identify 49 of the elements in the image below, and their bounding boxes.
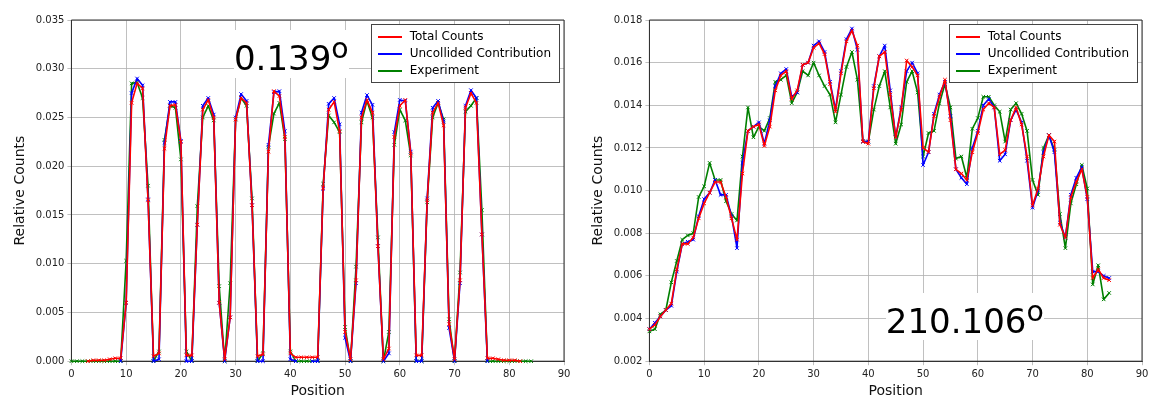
x-tick-label: 30 [807,367,820,379]
y-tick-label: 0.006 [613,269,643,281]
x-tick-label: 20 [752,367,766,379]
x-tick-label: 80 [1080,367,1094,379]
annotation: 0.139$^{o}$ [233,30,349,79]
y-tick-label: 0.030 [35,62,65,74]
x-tick-label: 70 [448,367,461,379]
x-tick-label: 70 [1026,367,1039,379]
legend-label: Uncollided Contribution [409,45,551,62]
y-tick-label: 0.010 [35,257,65,269]
y-tick-label: 0.004 [613,312,643,324]
x-tick-label: 30 [229,367,242,379]
x-tick-label: 60 [393,367,407,379]
x-tick-label: 0 [68,367,75,379]
legend-label: Uncollided Contribution [987,45,1129,62]
y-tick-label: 0.012 [613,141,643,153]
y-axis-title: Relative Counts [589,135,606,246]
legend-label: Total Counts [409,28,484,45]
y-tick-label: 0.000 [35,354,65,366]
x-tick-label: 50 [338,367,352,379]
y-tick-label: 0.025 [35,111,65,123]
y-tick-label: 0.016 [613,56,643,68]
y-tick-label: 0.018 [613,13,643,25]
x-tick-label: 10 [119,367,133,379]
x-axis-title: Position [290,382,345,399]
legend-label: Experiment [409,62,480,79]
x-tick-label: 90 [557,367,571,379]
y-tick-label: 0.005 [35,306,65,318]
x-tick-label: 10 [697,367,711,379]
x-tick-label: 20 [174,367,188,379]
y-tick-label: 0.010 [613,184,643,196]
x-tick-label: 90 [1135,367,1149,379]
y-tick-label: 0.035 [35,13,65,25]
legend-label: Total Counts [987,28,1062,45]
x-tick-label: 0 [646,367,653,379]
x-tick-label: 80 [502,367,516,379]
x-axis-title: Position [868,382,923,399]
x-tick-label: 60 [971,367,985,379]
annotation: 210.106$^{o}$ [885,292,1044,342]
legend-label: Experiment [987,62,1058,79]
y-tick-label: 0.015 [35,208,65,220]
y-tick-label: 0.020 [35,159,65,171]
x-tick-label: 50 [916,367,930,379]
y-axis-title: Relative Counts [11,135,28,246]
y-tick-label: 0.008 [613,226,643,238]
y-tick-label: 0.002 [613,354,643,366]
x-tick-label: 40 [283,367,297,379]
y-tick-label: 0.014 [613,98,643,110]
x-tick-label: 40 [861,367,875,379]
